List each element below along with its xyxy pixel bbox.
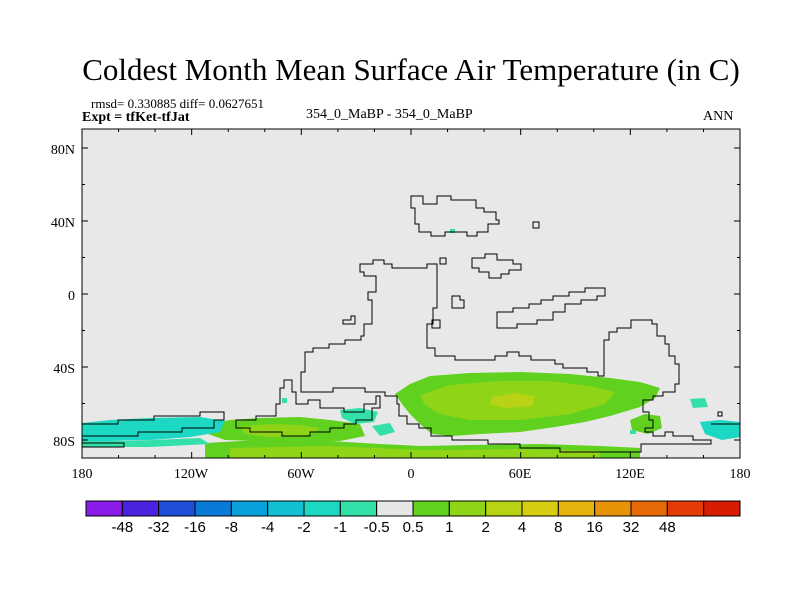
anomaly-cyan-2: [700, 420, 740, 440]
coastline-south-west: [82, 411, 225, 437]
colorbar-swatch: [448, 500, 487, 517]
lat-label-80s: 80S: [53, 435, 75, 450]
lat-label-80n: 80N: [51, 143, 75, 158]
colorbar-label: 0.5: [403, 519, 424, 536]
colorbar-swatch: [703, 500, 741, 517]
axis-ticks: [81, 129, 741, 458]
lon-label-60e: 60E: [509, 467, 532, 482]
colorbar-label: -1: [334, 519, 347, 536]
colorbar-label: -0.5: [364, 519, 390, 536]
coastline-island-b: [451, 295, 465, 309]
coastlines: [82, 195, 740, 453]
anomaly-band-south-2: [230, 446, 600, 458]
coastline-east-strip: [496, 287, 606, 329]
colorbar-swatch: [666, 500, 705, 517]
colorbar-swatch: [267, 500, 305, 517]
longitude-labels: 180 120W 60W 0 60E 120E 180: [72, 467, 751, 482]
coastline-south-east: [717, 411, 723, 417]
colorbar-label: 4: [518, 519, 526, 536]
colorbar-labels: -48 -32 -16 -8 -4 -2 -1 -0.5 0.5 1 2 4 8 16 32 48: [111, 519, 675, 536]
colorbar-swatch: [158, 500, 196, 517]
map-title: Coldest Month Mean Surface Air Temperatu…: [82, 52, 740, 87]
colorbar-label: -2: [297, 519, 310, 536]
coastline-small-island: [532, 221, 540, 229]
latitude-labels: 80N 40N 0 40S 80S: [51, 143, 75, 450]
season-label: ANN: [703, 109, 734, 124]
colorbar-swatch: [121, 500, 160, 517]
lon-label-180e: 180: [730, 467, 751, 482]
lon-label-180w: 180: [72, 467, 93, 482]
coastline-east-block: [471, 253, 522, 279]
lon-label-0: 0: [408, 467, 415, 482]
colorbar-label: -48: [111, 519, 133, 536]
coastline-west-arm: [235, 379, 381, 437]
anomaly-patch-core: [490, 393, 535, 408]
anomaly-patch-west-core: [240, 424, 320, 437]
colorbar-swatch: [194, 500, 232, 517]
colorbar-swatch: [412, 500, 450, 517]
stats-label: rmsd= 0.330885 diff= 0.0627651: [91, 96, 264, 111]
lon-label-120w: 120W: [174, 467, 209, 482]
colorbar-swatch: [630, 500, 668, 517]
colorbar-label: -8: [225, 519, 238, 536]
colorbar-swatch: [594, 500, 632, 517]
colorbar-label: -4: [261, 519, 274, 536]
experiment-label: Expt = tfKet-tfJat: [82, 110, 190, 125]
colorbar-label: 1: [445, 519, 453, 536]
lat-label-40n: 40N: [51, 216, 75, 231]
coastline-small-island-2: [439, 257, 447, 265]
lon-label-120e: 120E: [615, 467, 645, 482]
anomaly-cyan-5: [690, 398, 708, 408]
colorbar-swatch: [85, 500, 123, 517]
colorbar-label: 2: [481, 519, 489, 536]
coastline-island-a: [342, 315, 356, 325]
coastline-island-c: [431, 319, 441, 329]
anomaly-patch-east: [630, 414, 662, 434]
colorbar-swatch: [521, 500, 559, 517]
colorbar-swatch: [485, 500, 523, 517]
colorbar: [85, 500, 741, 517]
anomaly-fills: [82, 229, 740, 458]
colorbar-label: -16: [184, 519, 206, 536]
colorbar-label: -32: [148, 519, 170, 536]
coastline-south-west-2: [82, 442, 125, 448]
coastline-main-continent: [300, 259, 712, 453]
coastline-northern-block: [410, 195, 500, 237]
anomaly-cyan-7: [630, 430, 636, 434]
colorbar-label: 48: [659, 519, 676, 536]
lat-label-40s: 40S: [53, 362, 75, 377]
colorbar-label: 32: [623, 519, 640, 536]
lon-label-60w: 60W: [287, 467, 315, 482]
period-label: 354_0_MaBP - 354_0_MaBP: [306, 107, 473, 122]
colorbar-swatch: [303, 500, 341, 517]
colorbar-swatch: [376, 500, 414, 517]
anomaly-cyan-8: [282, 398, 287, 403]
colorbar-label: 16: [586, 519, 603, 536]
anomaly-cyan-1-edge: [82, 438, 210, 447]
anomaly-cyan-4: [372, 423, 395, 436]
colorbar-swatch: [339, 500, 378, 517]
colorbar-swatch: [230, 500, 269, 517]
lat-label-0: 0: [68, 289, 75, 304]
colorbar-label: 8: [554, 519, 562, 536]
colorbar-swatch: [557, 500, 596, 517]
